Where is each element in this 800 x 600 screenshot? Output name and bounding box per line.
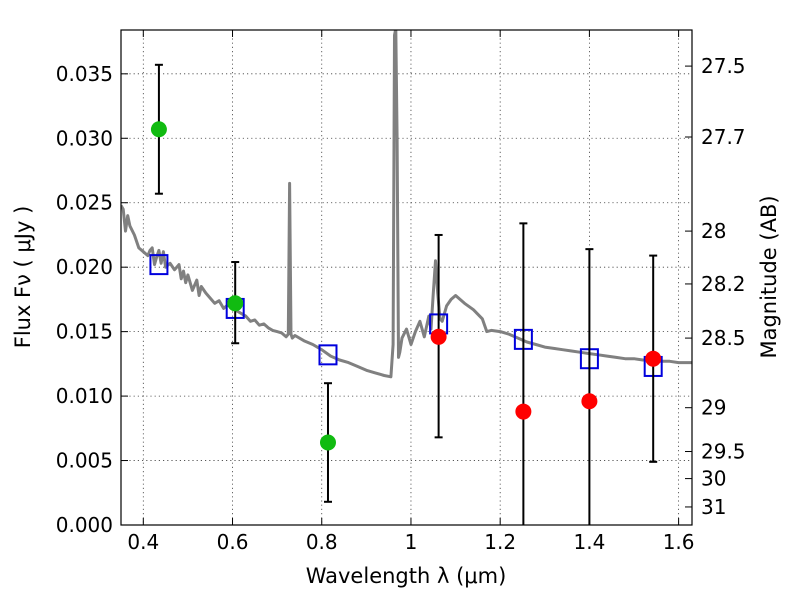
y2-tick-label: 30 xyxy=(701,467,726,491)
y2-tick-label: 28.2 xyxy=(701,272,746,296)
observed-point-green xyxy=(150,121,167,138)
x-axis-label: Wavelength λ (μm) xyxy=(306,564,507,588)
y2-tick-label: 29.5 xyxy=(701,440,746,464)
y2-tick-label: 27.5 xyxy=(701,54,746,78)
x-tick-label: 0.4 xyxy=(127,530,159,554)
x-tick-label: 1.4 xyxy=(573,530,605,554)
observed-point-green xyxy=(227,295,244,312)
observed-point-red xyxy=(515,403,532,420)
y-tick-label: 0.020 xyxy=(56,255,113,279)
x-tick-label: 0.8 xyxy=(306,530,338,554)
y-tick-label: 0.000 xyxy=(56,513,113,537)
tick-layer xyxy=(121,30,692,526)
plot-frame xyxy=(120,29,693,526)
y2-tick-label: 31 xyxy=(701,495,726,519)
y2-tick-label: 28.5 xyxy=(701,326,746,350)
x-tick-label: 1.2 xyxy=(484,530,516,554)
observed-point-red xyxy=(645,350,662,367)
y-axis-label: Flux Fν ( μJy ) xyxy=(11,206,35,349)
observed-point-red xyxy=(430,328,447,345)
x-tick-label: 1.6 xyxy=(663,530,695,554)
observed-point-red xyxy=(581,393,598,410)
y2-tick-label: 28 xyxy=(701,219,726,243)
model-photometry-marker xyxy=(318,344,338,366)
label-layer: 0.4 0.6 0.8 1 1.2 1.4 1.6 0.000 0.005 0.010 0.015 0… xyxy=(56,54,746,554)
x-tick-label: 0.6 xyxy=(217,530,249,554)
grid-layer xyxy=(121,30,692,526)
y-tick-label: 0.030 xyxy=(56,126,113,150)
y-tick-label: 0.015 xyxy=(56,320,113,344)
x-tick-label: 1 xyxy=(405,530,418,554)
y2-axis-label: Magnitude (AB) xyxy=(757,195,781,358)
y-tick-label: 0.025 xyxy=(56,191,113,215)
model-photometry-marker xyxy=(149,254,169,276)
y2-tick-label: 29 xyxy=(701,396,726,420)
series-layer xyxy=(121,30,692,525)
y-tick-label: 0.005 xyxy=(56,449,113,473)
y2-tick-label: 27.7 xyxy=(701,125,746,149)
observed-point-green xyxy=(319,434,336,451)
model-spectrum-line xyxy=(121,30,692,379)
y-tick-label: 0.010 xyxy=(56,384,113,408)
y-tick-label: 0.035 xyxy=(56,62,113,86)
